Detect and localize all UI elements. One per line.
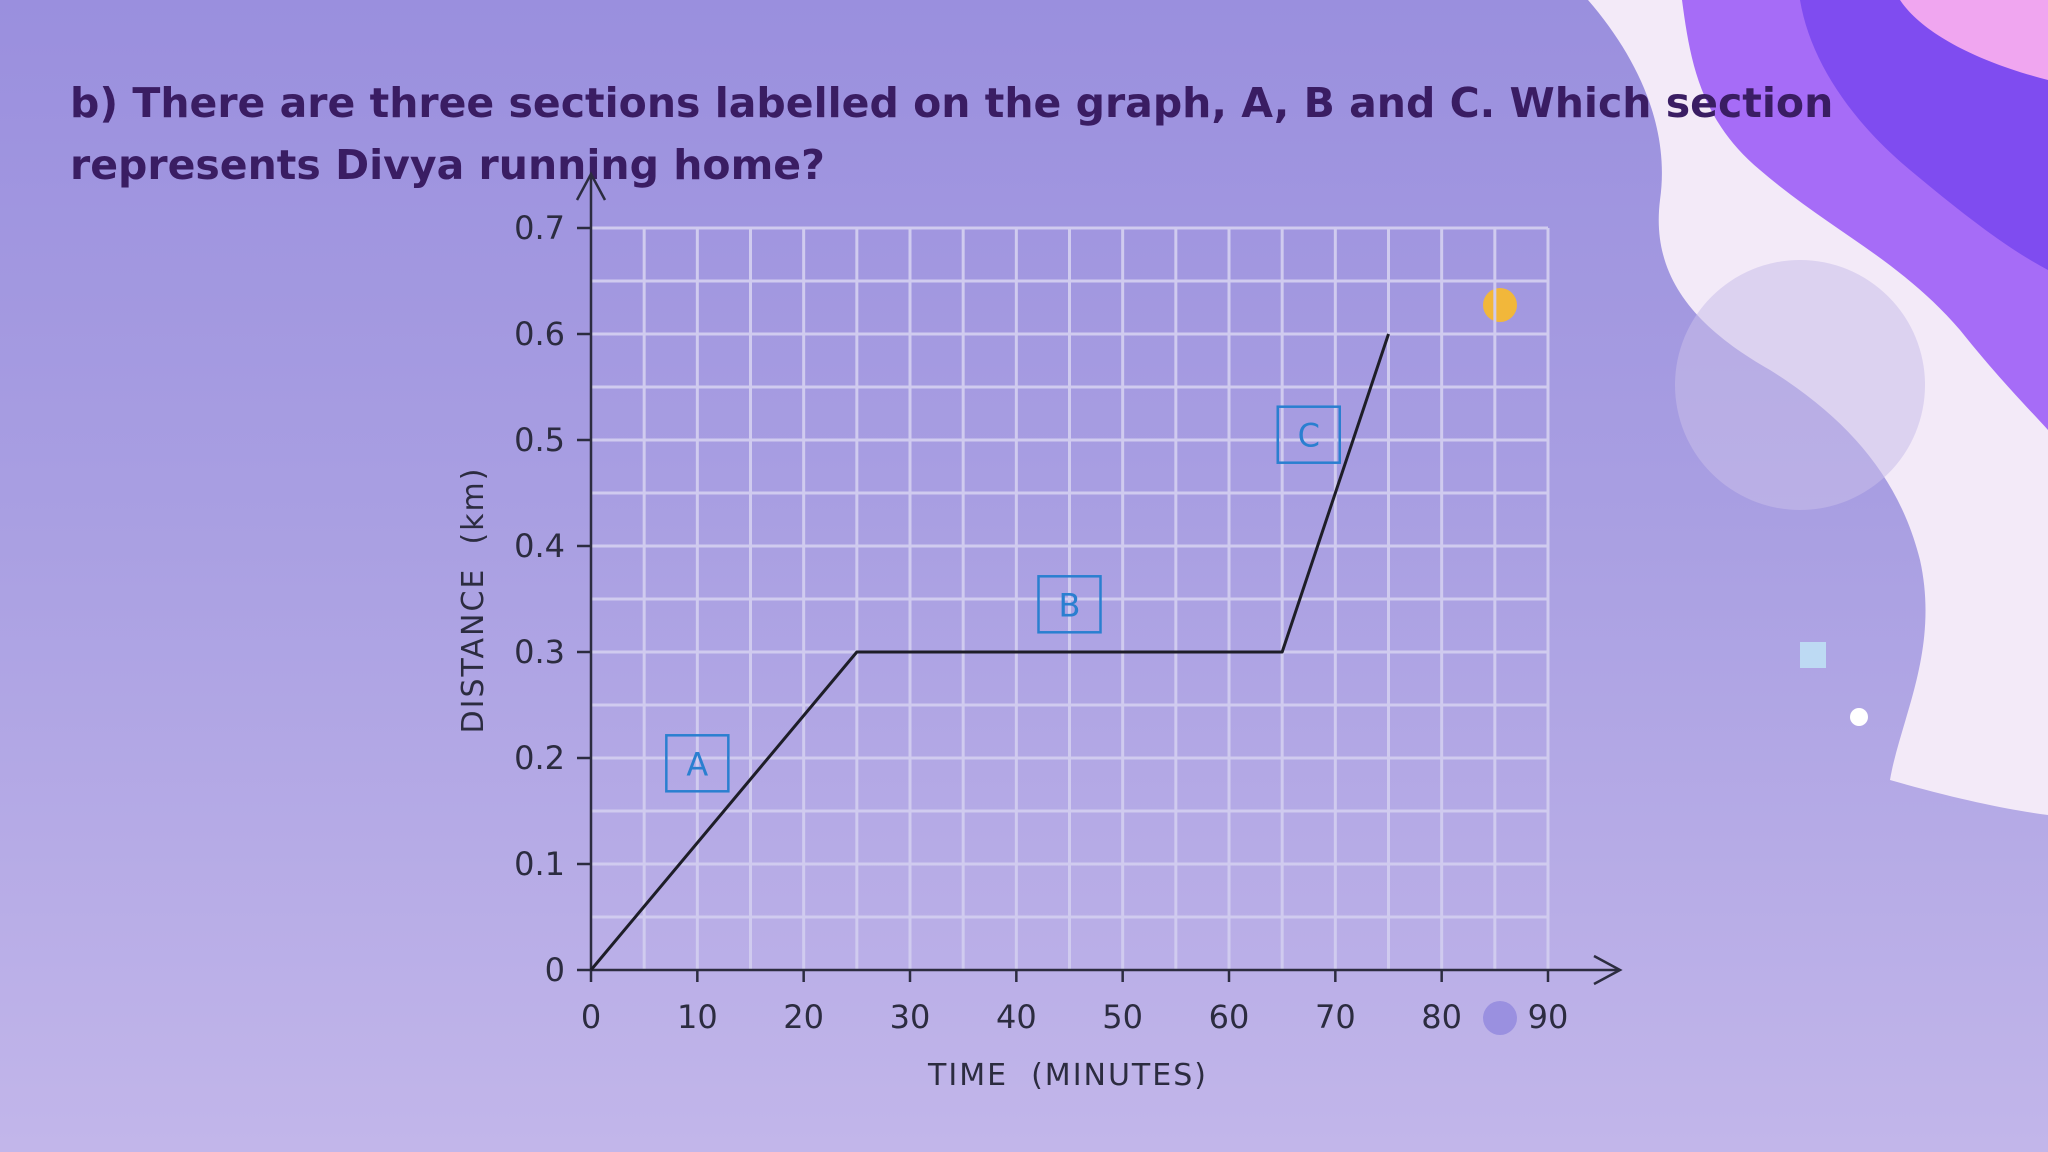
x-tick-label: 70	[1315, 998, 1356, 1036]
question-text: b) There are three sections labelled on …	[70, 79, 1834, 189]
y-tick-label: 0.1	[514, 845, 565, 883]
section-label-c: C	[1276, 405, 1341, 464]
y-tick-label: 0.6	[514, 315, 565, 353]
x-tick-label: 20	[783, 998, 824, 1036]
x-tick-label: 50	[1102, 998, 1143, 1036]
x-axis-title: TIME (MINUTES)	[927, 1058, 1208, 1093]
chart-series	[589, 333, 1390, 971]
section-label-box	[1276, 405, 1341, 464]
chart-section-labels: A B C	[665, 405, 1341, 793]
y-tick-label: 0.2	[514, 739, 565, 777]
chart-axes	[575, 171, 1623, 986]
decor-purple-dot	[1483, 1001, 1517, 1035]
decor-light-square	[1800, 642, 1826, 668]
section-label-b: B	[1037, 575, 1102, 634]
x-tick-label: 90	[1528, 998, 1569, 1036]
x-tick-label: 80	[1421, 998, 1462, 1036]
chart-ticks: 0 10 20 30 40 50 60 70 80 90 0 0.1 0.2 0.3 0.4 0.5 0.6 0.…	[514, 209, 1568, 1036]
section-label-text: A	[686, 745, 708, 783]
y-tick-label: 0.7	[514, 209, 565, 247]
distance-time-line	[589, 333, 1390, 971]
y-tick-label: 0.4	[514, 527, 565, 565]
section-label-text: B	[1059, 586, 1081, 624]
decor-white-dot	[1850, 708, 1868, 726]
x-tick-label: 0	[581, 998, 601, 1036]
y-axis-title: DISTANCE (km)	[456, 467, 491, 734]
section-label-a: A	[665, 734, 730, 793]
decor-wave-dark	[1800, 0, 2048, 270]
decor-wave-pink	[1900, 0, 2048, 80]
section-label-box	[665, 734, 730, 793]
y-tick-label: 0.5	[514, 421, 565, 459]
x-tick-label: 30	[890, 998, 931, 1036]
section-label-text: C	[1298, 417, 1320, 455]
x-tick-label: 60	[1209, 998, 1250, 1036]
decor-yellow-dot	[1483, 288, 1517, 322]
x-axis-arrow	[1593, 954, 1623, 986]
y-tick-label: 0	[545, 951, 565, 989]
y-tick-label: 0.3	[514, 633, 565, 671]
x-tick-label: 10	[677, 998, 718, 1036]
x-tick-label: 40	[996, 998, 1037, 1036]
section-label-box	[1037, 575, 1102, 634]
decor-lilac-blob	[1675, 260, 1925, 510]
y-axis-arrow	[575, 171, 607, 201]
